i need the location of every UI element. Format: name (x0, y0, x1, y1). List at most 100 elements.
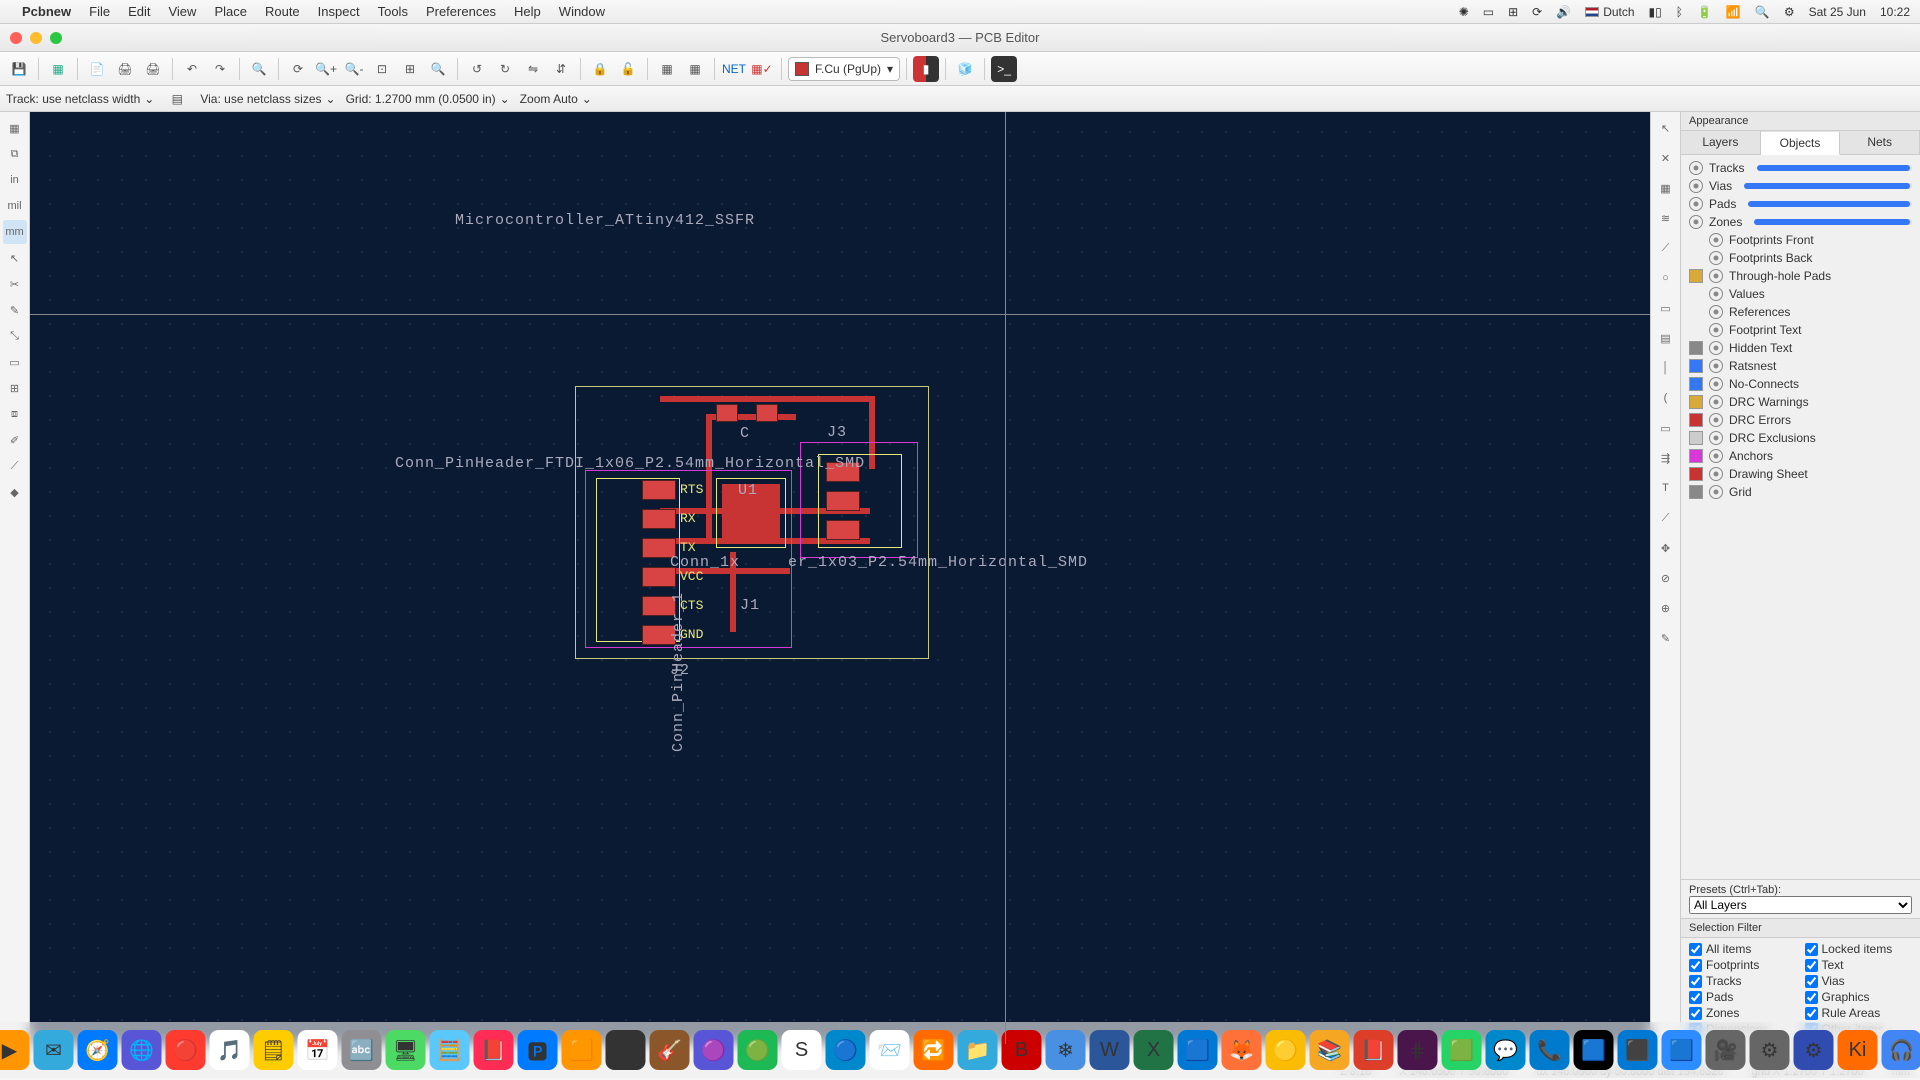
opacity-slider[interactable] (1757, 165, 1912, 171)
dock-app-42[interactable]: ⚙ (1750, 1030, 1790, 1070)
menu-file[interactable]: File (89, 4, 110, 19)
find-icon[interactable]: 🔍 (246, 56, 272, 82)
mirror-h-icon[interactable]: ⇋ (520, 56, 546, 82)
rotate-ccw-icon[interactable]: ↺ (464, 56, 490, 82)
update-pcb-icon[interactable]: NET (721, 56, 747, 82)
dock-app-28[interactable]: X (1134, 1030, 1174, 1070)
filter-checkbox[interactable] (1689, 959, 1702, 972)
left-tool-14[interactable]: ◆ (3, 480, 27, 504)
zoom-in-icon[interactable]: 🔍+ (313, 56, 339, 82)
tab-objects[interactable]: Objects (1761, 132, 1841, 155)
plot-icon[interactable]: 🖨 (140, 56, 166, 82)
pcb-canvas[interactable]: Microcontroller_ATtiny412_SSFR Conn_PinH… (30, 112, 1650, 1044)
presets-select[interactable]: All Layers (1689, 896, 1912, 914)
menu-place[interactable]: Place (214, 4, 247, 19)
dock-app-32[interactable]: 📚 (1310, 1030, 1350, 1070)
left-tool-10[interactable]: ⊞ (3, 376, 27, 400)
dock-app-7[interactable]: 🎵 (210, 1030, 250, 1070)
status-time[interactable]: 10:22 (1880, 5, 1910, 19)
right-tool-8[interactable]: │ (1654, 356, 1678, 380)
dock-app-11[interactable]: 🖥 (386, 1030, 426, 1070)
filter-pads[interactable]: Pads (1689, 990, 1797, 1004)
left-tool-3[interactable]: mil (3, 194, 27, 218)
dock-app-36[interactable]: 💬 (1486, 1030, 1526, 1070)
right-tool-16[interactable]: ⊕ (1654, 596, 1678, 620)
status-asterisk-icon[interactable]: ✺ (1459, 5, 1469, 19)
filter-checkbox[interactable] (1689, 991, 1702, 1004)
menu-help[interactable]: Help (514, 4, 541, 19)
visibility-toggle[interactable] (1709, 449, 1723, 463)
dock-app-2[interactable]: ▶ (0, 1030, 30, 1070)
status-clock-icon[interactable]: ⟳ (1532, 5, 1542, 19)
status-search-icon[interactable]: 🔍 (1755, 5, 1770, 19)
visibility-toggle[interactable] (1709, 305, 1723, 319)
right-tool-10[interactable]: ▭ (1654, 416, 1678, 440)
left-tool-6[interactable]: ✂ (3, 272, 27, 296)
right-tool-9[interactable]: ( (1654, 386, 1678, 410)
status-lang[interactable]: Dutch (1585, 5, 1634, 19)
status-control-icon[interactable]: ⚙ (1784, 5, 1795, 19)
dock-app-41[interactable]: 🎥 (1706, 1030, 1746, 1070)
unlock-icon[interactable]: 🔓 (615, 56, 641, 82)
dock-app-26[interactable]: ❄ (1046, 1030, 1086, 1070)
print-icon[interactable]: 🖨 (112, 56, 138, 82)
menu-tools[interactable]: Tools (378, 4, 408, 19)
status-wifi-icon[interactable]: 📶 (1726, 5, 1741, 19)
right-tool-14[interactable]: ✥ (1654, 536, 1678, 560)
mirror-v-icon[interactable]: ⇵ (548, 56, 574, 82)
dock-app-30[interactable]: 🦊 (1222, 1030, 1262, 1070)
status-volume-icon[interactable]: 🔊 (1556, 5, 1571, 19)
via-size-combo[interactable]: Via: use netclass sizes ⌄ (200, 92, 335, 106)
visibility-toggle[interactable] (1689, 215, 1703, 229)
color-swatch[interactable] (1689, 485, 1703, 499)
zoom-fit-icon[interactable]: ⊡ (369, 56, 395, 82)
left-tool-11[interactable]: ⧈ (3, 402, 27, 426)
dock-app-17[interactable]: 🎸 (650, 1030, 690, 1070)
dock-app-3[interactable]: ✉ (34, 1030, 74, 1070)
status-battery2-icon[interactable]: 🔋 (1697, 5, 1712, 19)
zoom-selection-icon[interactable]: 🔍 (425, 56, 451, 82)
filter-checkbox[interactable] (1805, 1007, 1818, 1020)
visibility-toggle[interactable] (1709, 269, 1723, 283)
dock-app-19[interactable]: 🟢 (738, 1030, 778, 1070)
filter-footprints[interactable]: Footprints (1689, 958, 1797, 972)
zoom-combo[interactable]: Zoom Auto ⌄ (520, 92, 592, 106)
visibility-toggle[interactable] (1709, 377, 1723, 391)
visibility-toggle[interactable] (1709, 485, 1723, 499)
left-tool-1[interactable]: ⧉ (3, 142, 27, 166)
color-swatch[interactable] (1689, 269, 1703, 283)
console-icon[interactable]: >_ (991, 56, 1017, 82)
menu-app[interactable]: Pcbnew (22, 4, 71, 19)
filter-graphics[interactable]: Graphics (1805, 990, 1913, 1004)
dock-app-40[interactable]: 🟦 (1662, 1030, 1702, 1070)
color-swatch[interactable] (1689, 413, 1703, 427)
dock-app-34[interactable]: ⋕ (1398, 1030, 1438, 1070)
page-settings-icon[interactable]: 📄 (84, 56, 110, 82)
dock-app-25[interactable]: B (1002, 1030, 1042, 1070)
tab-layers[interactable]: Layers (1681, 131, 1761, 154)
filter-checkbox[interactable] (1689, 975, 1702, 988)
dock-app-15[interactable]: 🟧 (562, 1030, 602, 1070)
left-tool-12[interactable]: ✐ (3, 428, 27, 452)
menu-window[interactable]: Window (559, 4, 605, 19)
opacity-slider[interactable] (1744, 183, 1912, 189)
color-swatch[interactable] (1689, 395, 1703, 409)
track-width-combo[interactable]: Track: use netclass width ⌄ (6, 92, 154, 106)
visibility-toggle[interactable] (1709, 395, 1723, 409)
right-tool-13[interactable]: ⟋ (1654, 506, 1678, 530)
dock-app-16[interactable]: A (606, 1030, 646, 1070)
filter-checkbox[interactable] (1689, 943, 1702, 956)
lock-icon[interactable]: 🔒 (587, 56, 613, 82)
dock-app-43[interactable]: ⚙ (1794, 1030, 1834, 1070)
status-battery-icon[interactable]: ▮▯ (1649, 5, 1662, 19)
dock-app-33[interactable]: 📕 (1354, 1030, 1394, 1070)
opacity-slider[interactable] (1754, 219, 1912, 225)
scripting-icon[interactable]: ▮ (913, 56, 939, 82)
right-tool-7[interactable]: ▤ (1654, 326, 1678, 350)
visibility-toggle[interactable] (1709, 359, 1723, 373)
opacity-slider[interactable] (1748, 201, 1912, 207)
dock-app-9[interactable]: 📅 (298, 1030, 338, 1070)
visibility-toggle[interactable] (1709, 251, 1723, 265)
left-tool-8[interactable]: ⤡ (3, 324, 27, 348)
zoom-button[interactable] (50, 32, 62, 44)
